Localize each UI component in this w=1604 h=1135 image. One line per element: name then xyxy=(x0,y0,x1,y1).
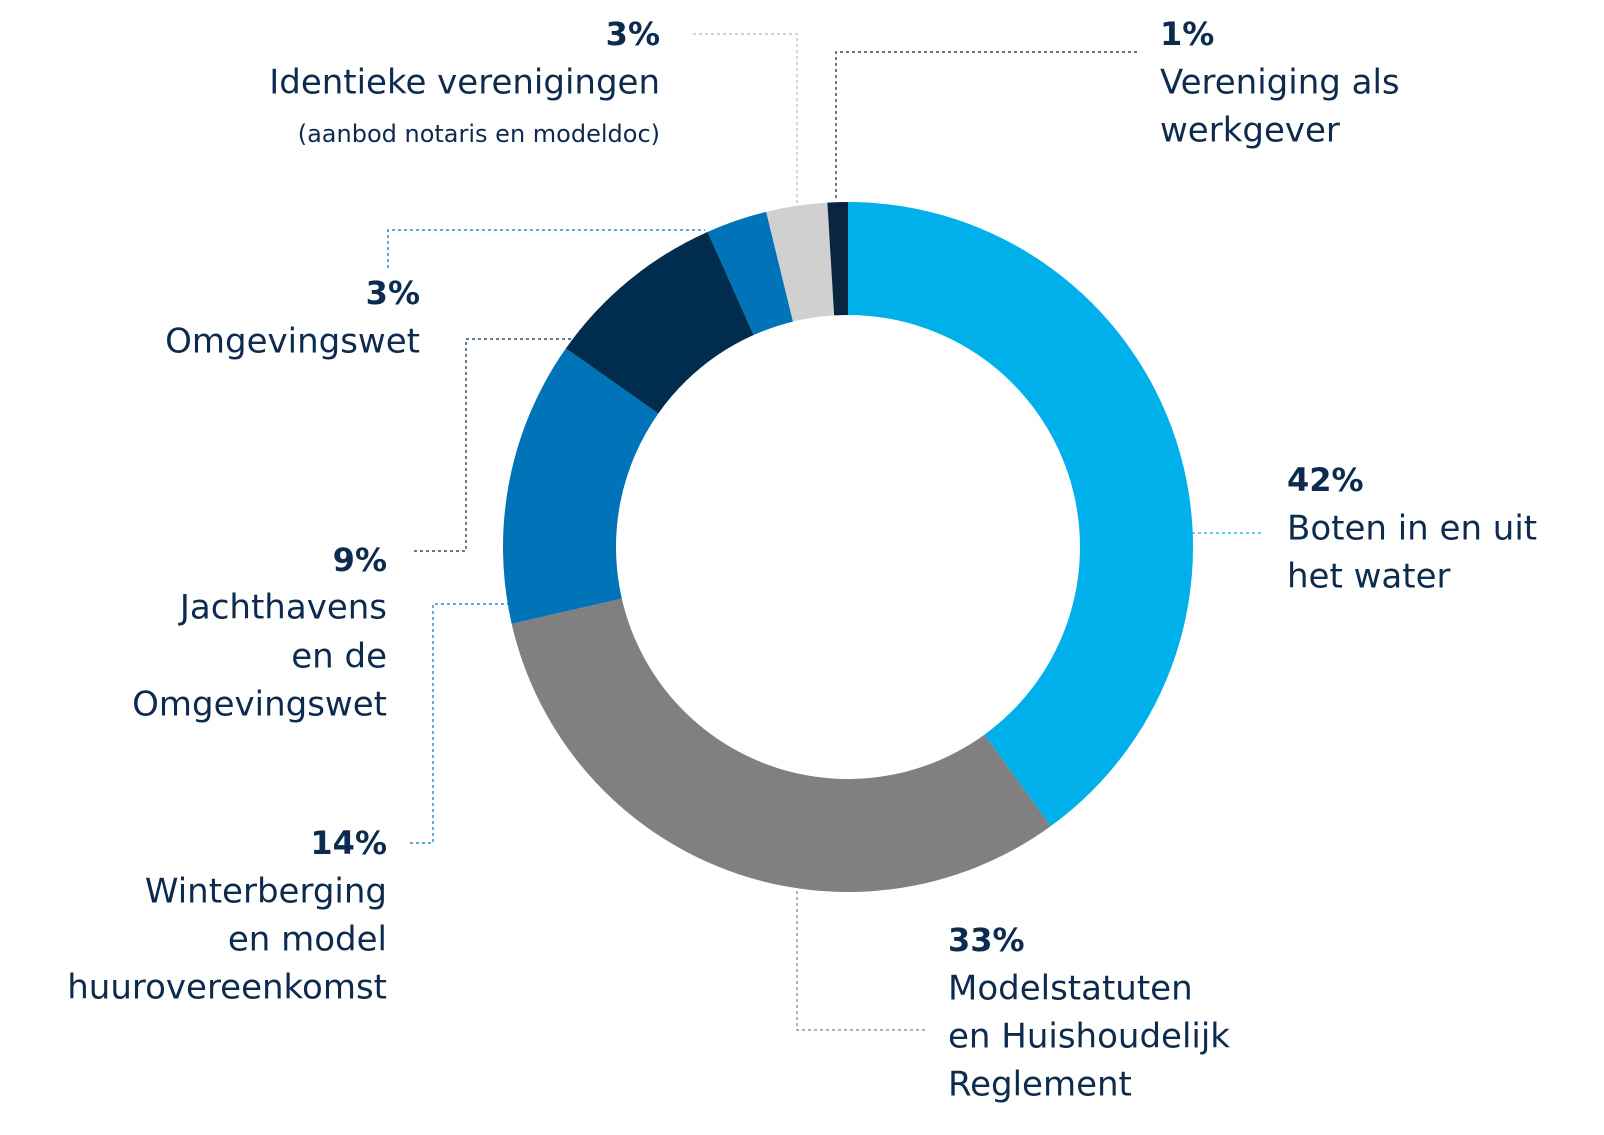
leader-line xyxy=(835,51,1137,200)
slice-label: werkgever xyxy=(1160,111,1340,151)
donut-slice xyxy=(848,202,1194,827)
slice-label: en model xyxy=(228,920,387,960)
value-label: 42% xyxy=(1287,461,1364,499)
slice-label: Omgevingswet xyxy=(132,685,387,725)
slice-label: huurovereenkomst xyxy=(67,968,387,1008)
slice-label: en Huishoudelijk xyxy=(948,1017,1230,1057)
slice-label: Omgevingswet xyxy=(165,322,420,362)
slice-label: het water xyxy=(1287,557,1450,597)
value-label: 3% xyxy=(366,274,420,312)
donut-slice xyxy=(565,231,754,414)
value-label: 1% xyxy=(1160,15,1214,53)
donut-slice xyxy=(503,348,659,624)
leader-line xyxy=(410,603,510,844)
leader-line xyxy=(796,885,925,1031)
value-label: 14% xyxy=(310,824,387,862)
slice-label: Vereniging als xyxy=(1160,63,1400,103)
leader-line xyxy=(414,338,572,552)
leader-line xyxy=(387,229,705,268)
leader-line xyxy=(693,33,798,205)
slice-label: (aanbod notaris en modeldoc) xyxy=(298,120,660,148)
slice-label: Identieke verenigingen xyxy=(269,63,660,103)
value-label: 33% xyxy=(948,921,1025,959)
value-label: 3% xyxy=(606,15,660,53)
slice-label: en de xyxy=(291,637,387,677)
donut-slice xyxy=(511,598,1051,893)
donut-slice xyxy=(707,211,793,336)
slice-label: Jachthavens xyxy=(178,588,387,628)
slice-label: Modelstatuten xyxy=(948,969,1193,1009)
value-label: 9% xyxy=(333,541,387,579)
slice-label: Winterberging xyxy=(145,872,387,912)
donut-slice xyxy=(766,202,835,322)
donut-slice xyxy=(827,202,848,316)
slice-label: Boten in en uit xyxy=(1287,509,1537,549)
slice-label: Reglement xyxy=(948,1065,1132,1105)
